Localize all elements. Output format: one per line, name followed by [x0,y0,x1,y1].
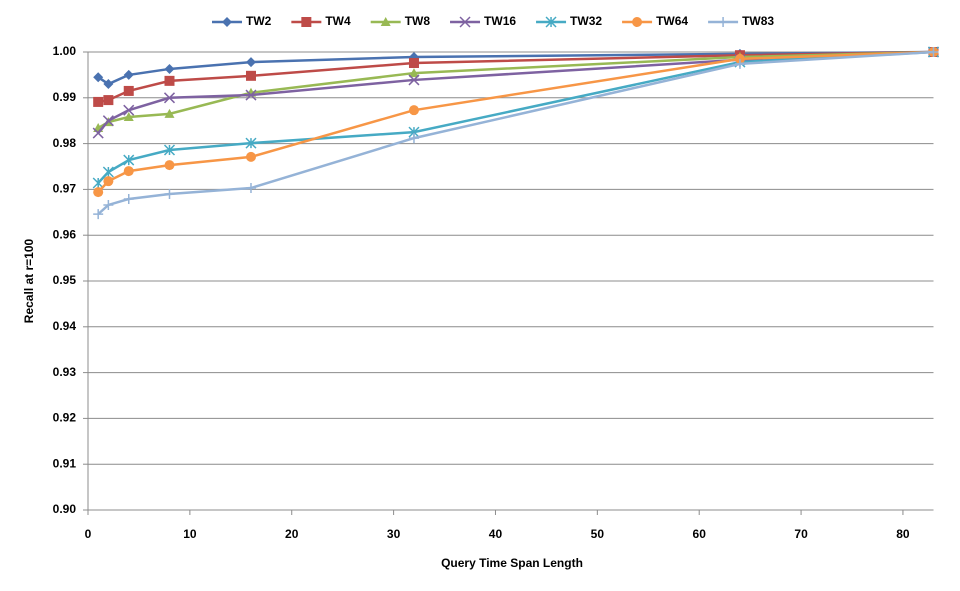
legend-label: TW16 [484,14,516,28]
marker [222,17,232,27]
marker [164,108,175,118]
series-line [97,50,934,184]
y-tick-label: 0.97 [53,182,77,196]
marker [245,151,256,162]
x-tick-label: 40 [489,527,503,541]
marker [103,176,114,187]
series-line [97,50,934,216]
y-tick-label: 0.93 [53,365,77,379]
marker [123,166,134,177]
marker [734,53,745,64]
marker [163,144,176,156]
marker [93,72,104,83]
marker [408,105,419,116]
marker [408,133,419,144]
y-tick-label: 0.98 [53,136,77,150]
marker [408,74,420,86]
marker [103,199,114,210]
marker [102,166,114,178]
marker [245,137,257,149]
marker [245,183,256,194]
marker [123,194,134,205]
y-tick-label: 0.96 [53,227,77,241]
x-tick-label: 0 [85,527,92,541]
x-tick-label: 20 [285,527,299,541]
y-tick-label: 0.95 [53,273,77,287]
legend-item: TW64 [622,14,688,28]
legend-label: TW64 [656,14,688,28]
marker [718,17,729,27]
legend: TW2 TW4 TW8 TW16 TW32 TW64 TW83 [212,14,774,28]
x-tick-label: 50 [591,527,605,541]
marker [245,57,256,68]
marker [459,16,471,28]
marker [93,209,104,220]
legend-item: TW2 [212,14,272,28]
marker [103,79,114,90]
x-tick-label: 30 [387,527,401,541]
y-tick-label: 0.94 [53,319,77,333]
marker [93,187,104,198]
legend-item: TW32 [536,14,602,28]
y-axis-label: Recall at r=100 [22,238,36,323]
x-tick-label: 10 [183,527,197,541]
marker [408,68,419,78]
marker [123,69,134,80]
series-line [97,50,934,134]
marker [164,63,175,74]
marker [734,58,745,69]
y-tick-label: 0.90 [53,502,77,516]
marker [632,17,643,27]
y-tick-label: 1.00 [53,44,77,58]
marker [380,17,391,26]
marker [93,96,104,107]
marker [123,112,134,122]
series-line [97,50,934,130]
marker [163,92,176,104]
legend-label: TW32 [570,14,602,28]
marker [164,188,175,199]
x-tick-label: 80 [896,527,910,541]
legend-label: TW2 [246,14,272,28]
y-tick-label: 0.99 [53,90,77,104]
marker [123,85,134,96]
marker [103,95,114,106]
legend-label: TW8 [405,14,431,28]
legend-label: TW4 [325,14,351,28]
marker [545,16,557,28]
marker [123,154,135,166]
marker [245,70,256,81]
x-axis-label: Query Time Span Length [441,556,583,570]
marker [928,47,939,57]
y-tick-label: 0.91 [53,456,77,470]
marker [245,89,257,101]
legend-label: TW83 [742,14,774,28]
marker [92,177,104,189]
legend-item: TW8 [370,14,431,28]
x-tick-label: 70 [794,527,808,541]
legend-item: TW16 [450,14,516,28]
legend-item: TW83 [708,14,774,28]
marker [164,160,175,171]
legend-item: TW4 [291,14,351,28]
marker [102,115,114,127]
marker [123,104,135,116]
x-tick-label: 60 [693,527,707,541]
marker [301,17,312,27]
y-tick-label: 0.92 [53,411,77,425]
marker [408,57,419,68]
marker [92,127,104,139]
marker [164,75,175,86]
